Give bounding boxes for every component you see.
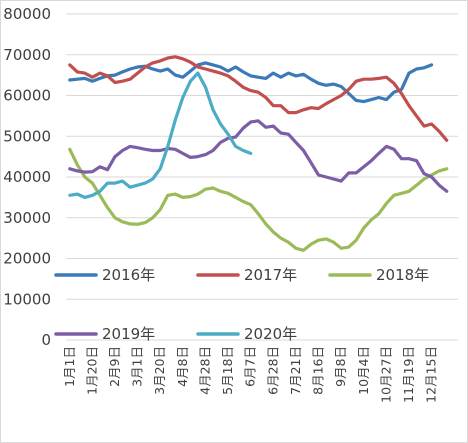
y-tick-label: 10000: [3, 290, 51, 308]
series-line-2: [68, 55, 449, 142]
legend: 2016年 2017年 2018年 2019年 2020年: [54, 266, 429, 343]
legend-label: 2016年: [102, 266, 155, 284]
x-tick-label: 8月16日: [311, 346, 326, 395]
y-tick-label: 40000: [3, 168, 51, 186]
x-tick-label: 1月20日: [84, 346, 99, 395]
x-tick-label: 1月1日: [62, 346, 77, 387]
x-tick-label: 9月8日: [333, 346, 348, 387]
y-tick-label: 30000: [3, 209, 51, 227]
series-line-3: [68, 147, 449, 252]
legend-label: 2018年: [376, 266, 429, 284]
x-tick-label: 10月4日: [356, 346, 371, 395]
y-tick-label: 20000: [3, 250, 51, 268]
y-tick-label: 50000: [3, 127, 51, 145]
y-tick-label: 80000: [3, 5, 51, 23]
x-tick-label: 2月9日: [107, 346, 122, 387]
y-axis-ticks: 0 10000 20000 30000 40000 50000 60000 70000 8000…: [3, 5, 51, 349]
x-tick-label: 7月21日: [288, 346, 303, 395]
x-tick-label: 4月8日: [175, 346, 190, 387]
x-tick-label: 11月19日: [401, 346, 416, 403]
series-lines: [68, 55, 449, 252]
series-line-4: [68, 119, 449, 193]
x-tick-label: 12月15日: [424, 346, 439, 403]
y-tick-label: 60000: [3, 87, 51, 105]
legend-label: 2020年: [244, 325, 297, 343]
x-tick-label: 5月18日: [220, 346, 235, 395]
x-tick-label: 6月28日: [265, 346, 280, 395]
x-tick-label: 4月28日: [197, 346, 212, 395]
legend-item: 2016年: [54, 266, 155, 284]
legend-label: 2019年: [102, 325, 155, 343]
x-axis-ticks: 1月1日 1月20日 2月9日 3月1日 3月20日 4月8日 4月28日 5月18日 6月7日…: [62, 346, 439, 403]
series-line-5: [68, 71, 253, 199]
legend-item: 2017年: [196, 266, 297, 284]
y-tick-label: 0: [41, 331, 51, 349]
legend-item: 2019年: [54, 325, 155, 343]
legend-item: 2020年: [196, 325, 297, 343]
legend-label: 2017年: [244, 266, 297, 284]
y-tick-label: 70000: [3, 46, 51, 64]
legend-item: 2018年: [328, 266, 429, 284]
gridlines: [66, 13, 458, 341]
x-tick-label: 10月27日: [378, 346, 393, 403]
x-tick-label: 3月1日: [130, 346, 145, 387]
x-tick-label: 6月7日: [243, 346, 258, 387]
x-tick-label: 3月20日: [152, 346, 167, 395]
series-line-1: [68, 61, 434, 104]
